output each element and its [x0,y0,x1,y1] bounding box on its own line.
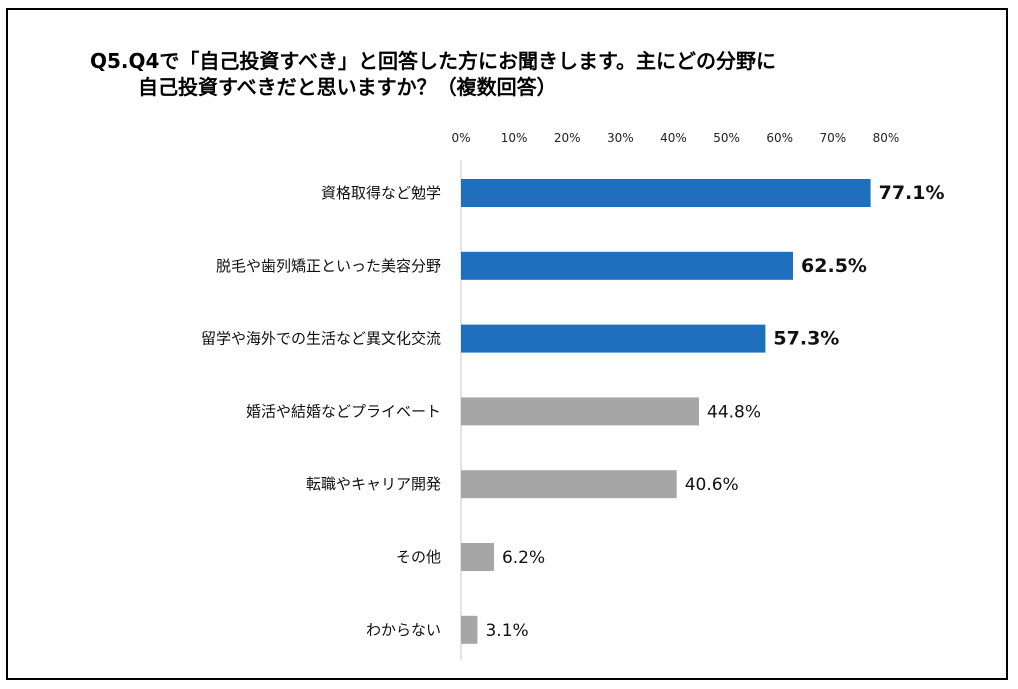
bar [461,615,478,644]
data-label: 44.8% [707,402,761,422]
category-label: わからない [366,621,441,639]
data-label: 40.6% [685,475,739,495]
data-label: 3.1% [485,621,528,641]
bar [461,397,699,426]
x-tick-label: 70% [820,131,847,145]
data-label: 6.2% [502,548,545,568]
category-label: 婚活や結婚などプライベート [246,402,441,420]
category-label: 留学や海外での生活など異文化交流 [201,330,441,348]
x-tick-label: 10% [501,131,528,145]
bar [461,324,766,353]
x-tick-label: 40% [660,131,687,145]
chart-title-line-2: 自己投資すべきだと思いますか？（複数回答） [138,75,557,99]
bar [461,179,871,207]
chart-frame [6,8,1008,680]
data-label: 62.5% [801,255,867,277]
chart-title-line-1: Q5.Q4で「自己投資すべき」と回答した方にお聞きします。主にどの分野に [90,49,777,73]
x-tick-label: 50% [713,131,740,145]
category-label: 転職やキャリア開発 [306,475,441,493]
data-label: 77.1% [879,182,945,204]
x-tick-label: 20% [554,131,581,145]
bar [461,543,494,571]
chart-title: Q5.Q4で「自己投資すべき」と回答した方にお聞きします。主にどの分野に 自己投… [90,48,776,100]
data-label: 57.3% [773,328,839,350]
category-label: 脱毛や歯列矯正といった美容分野 [216,257,441,275]
x-tick-label: 80% [873,131,900,145]
category-label: その他 [396,548,441,566]
bar [461,251,794,280]
x-tick-label: 60% [766,131,793,145]
x-tick-label: 0% [451,131,470,145]
bar [461,470,677,499]
x-tick-label: 30% [607,131,634,145]
category-label: 資格取得など勉学 [321,184,441,202]
